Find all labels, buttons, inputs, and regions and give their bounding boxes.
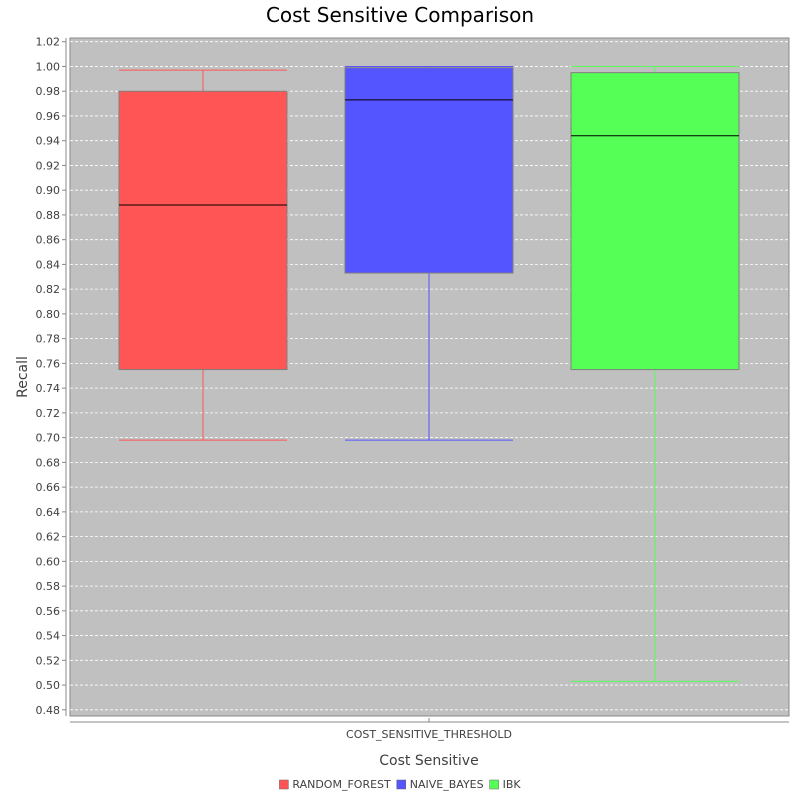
- box-random-forest: [118, 69, 288, 441]
- y-tick-label: 0.90: [36, 184, 61, 197]
- y-tick-label: 0.74: [36, 382, 61, 395]
- y-tick-label: 0.98: [36, 85, 61, 98]
- y-tick-label: 0.60: [36, 555, 61, 568]
- legend-swatch: [279, 779, 289, 790]
- y-tick-label: 0.78: [36, 333, 61, 346]
- y-tick-label: 0.96: [36, 110, 61, 123]
- y-tick-label: 0.54: [36, 630, 61, 643]
- y-tick-label: 0.68: [36, 456, 61, 469]
- y-tick-label: 0.86: [36, 234, 61, 247]
- y-tick-label: 0.64: [36, 506, 61, 519]
- y-tick-label: 0.56: [36, 605, 61, 618]
- legend-item-naive-bayes: NAIVE_BAYES: [396, 778, 484, 791]
- box-plots: [118, 65, 740, 682]
- y-tick-label: 0.52: [36, 654, 61, 667]
- x-tick-label: COST_SENSITIVE_THRESHOLD: [346, 728, 512, 741]
- y-tick-label: 0.80: [36, 308, 61, 321]
- y-axis: 0.48 0.50 0.52 0.54 0.56 0.58 0.60 0.62 0.64 0.66…: [36, 36, 67, 717]
- y-tick-label: 0.50: [36, 679, 61, 692]
- legend-item-random-forest: RANDOM_FOREST: [279, 778, 391, 791]
- y-tick-label: 0.88: [36, 209, 61, 222]
- y-tick-label: 0.82: [36, 283, 61, 296]
- legend-label: IBK: [503, 778, 522, 791]
- iqr-box: [344, 67, 514, 274]
- legend-swatch: [489, 779, 499, 790]
- x-axis-title: Cost Sensitive: [379, 753, 478, 769]
- iqr-box: [570, 72, 740, 371]
- y-tick-label: 0.48: [36, 704, 61, 717]
- y-axis-title: Recall: [15, 356, 31, 398]
- iqr-box: [118, 90, 288, 371]
- y-tick-label: 1.00: [36, 60, 61, 73]
- chart-title: Cost Sensitive Comparison: [266, 3, 534, 27]
- y-tick-label: 0.58: [36, 580, 61, 593]
- y-tick-label: 0.76: [36, 357, 61, 370]
- legend-swatch: [396, 779, 406, 790]
- y-tick-label: 0.72: [36, 407, 61, 420]
- y-tick-label: 0.66: [36, 481, 61, 494]
- y-tick-label: 0.70: [36, 432, 61, 445]
- y-tick-label: 0.92: [36, 159, 61, 172]
- legend-item-ibk: IBK: [489, 778, 522, 791]
- legend-label: RANDOM_FOREST: [292, 778, 391, 791]
- y-tick-label: 1.02: [36, 36, 61, 49]
- legend-label: NAIVE_BAYES: [410, 778, 484, 791]
- box-naive-bayes: [344, 65, 514, 441]
- box-ibk: [570, 65, 740, 682]
- y-tick-label: 0.94: [36, 135, 61, 148]
- y-tick-label: 0.62: [36, 531, 61, 544]
- legend: RANDOM_FOREST NAIVE_BAYES IBK: [279, 778, 521, 791]
- y-tick-label: 0.84: [36, 258, 61, 271]
